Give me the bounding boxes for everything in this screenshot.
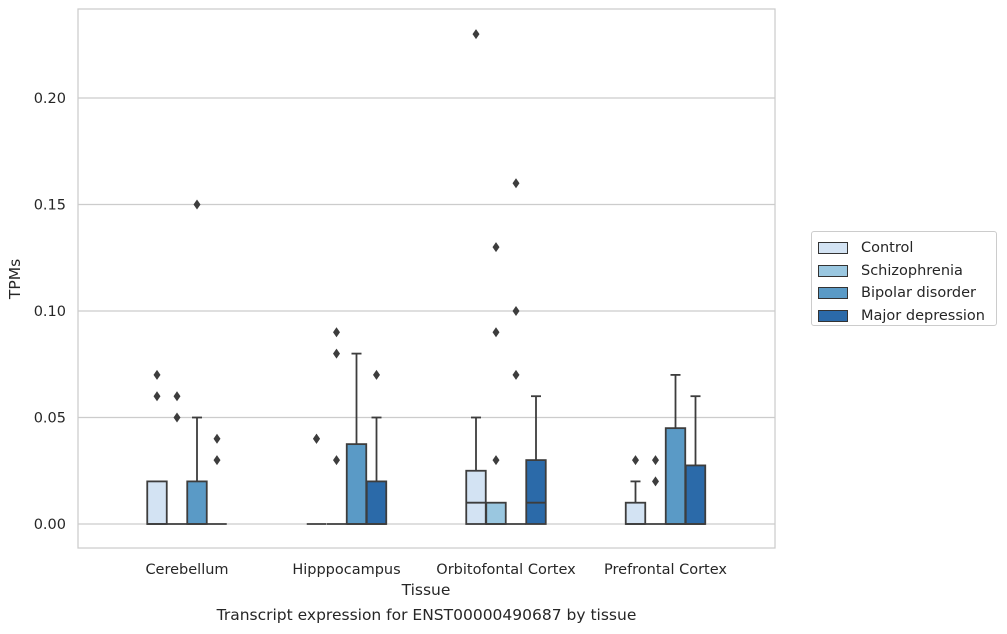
outlier-point <box>373 369 380 380</box>
legend-item: Major depression <box>818 305 996 328</box>
x-tick-label: Hipppocampus <box>292 562 400 578</box>
legend-swatch <box>818 242 848 255</box>
legend-swatch <box>818 264 848 277</box>
outlier-point <box>512 369 520 380</box>
outlier-point <box>313 433 320 444</box>
outlier-point <box>333 327 340 338</box>
y-tick-label: 0.05 <box>34 411 66 427</box>
legend-item: Control <box>818 237 996 260</box>
outlier-point <box>153 391 161 402</box>
outlier-point <box>492 242 500 253</box>
outlier-point <box>173 391 181 402</box>
y-tick-label: 0.15 <box>34 198 66 214</box>
outlier-point <box>213 455 221 466</box>
y-axis-label: TPMs <box>6 259 24 300</box>
box <box>345 443 368 525</box>
legend-swatch <box>818 309 848 322</box>
plot-frame <box>77 8 776 549</box>
outlier-point <box>333 348 340 359</box>
outlier-point <box>173 412 181 423</box>
box <box>465 469 487 525</box>
outlier-point <box>492 327 500 338</box>
outlier-point <box>213 433 221 444</box>
outlier-point <box>492 455 500 466</box>
chart-caption: Transcript expression for ENST0000049068… <box>216 606 637 624</box>
box <box>624 501 647 525</box>
x-axis: Cerebellum Hipppocampus Orbitofontal Corte… <box>145 562 727 578</box>
outlier-point <box>652 455 659 466</box>
x-tick-label: Orbitofontal Cortex <box>436 562 576 578</box>
outlier-point <box>333 455 340 466</box>
y-tick-label: 0.20 <box>34 91 66 107</box>
box <box>365 480 388 525</box>
box <box>186 480 208 525</box>
y-tick-label: 0.00 <box>34 517 66 533</box>
series-control <box>146 29 647 525</box>
series-major-depression <box>207 369 707 525</box>
legend-label: Schizophrenia <box>861 262 963 279</box>
outlier-point <box>512 178 520 189</box>
outlier-point <box>153 369 161 380</box>
box <box>684 464 707 525</box>
outlier-point <box>632 455 639 466</box>
box <box>664 427 687 525</box>
legend-label: Major depression <box>861 307 985 324</box>
box <box>146 480 168 525</box>
x-tick-label: Prefrontal Cortex <box>604 562 727 578</box>
series-bipolar-disorder <box>186 178 687 525</box>
legend-label: Bipolar disorder <box>861 285 976 302</box>
y-tick-label: 0.10 <box>34 304 66 320</box>
outlier-point <box>652 476 659 487</box>
outlier-point <box>472 29 480 40</box>
x-tick-label: Cerebellum <box>145 562 228 578</box>
legend-label: Control <box>861 240 914 257</box>
legend: Control Schizophrenia Bipolar disorder Majo… <box>811 231 997 326</box>
x-axis-label: Tissue <box>401 581 451 599</box>
legend-swatch <box>818 287 848 300</box>
series-schizophrenia <box>167 242 666 525</box>
box <box>525 459 547 525</box>
legend-item: Bipolar disorder <box>818 282 996 305</box>
outlier-point <box>512 306 520 316</box>
legend-item: Schizophrenia <box>818 260 996 283</box>
y-axis: 0.00 0.05 0.10 0.15 0.20 <box>34 91 66 533</box>
box-series <box>146 29 707 525</box>
box <box>485 501 507 525</box>
outlier-point <box>193 199 201 210</box>
